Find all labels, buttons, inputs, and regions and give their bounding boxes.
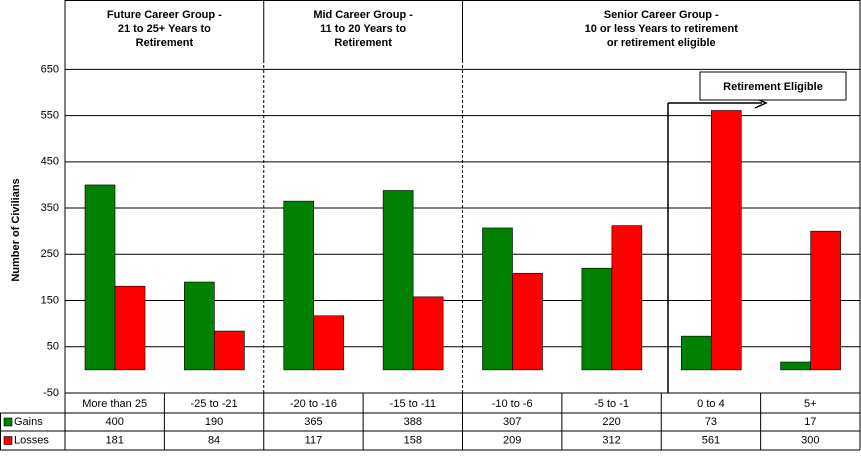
bar [482, 227, 513, 371]
x-tick-label: -25 to -21 [191, 398, 238, 410]
group-label: 10 or less Years to retirement [585, 23, 739, 35]
y-tick-label: 350 [41, 202, 59, 214]
bar [581, 267, 613, 371]
legend-key [3, 417, 13, 427]
table-value: 365 [304, 416, 322, 428]
table-value: 307 [503, 416, 521, 428]
y-tick-label: 50 [47, 341, 59, 353]
y-tick-label: 650 [41, 63, 59, 75]
bar [512, 272, 543, 371]
bar [214, 330, 245, 371]
table-value: 73 [705, 416, 717, 428]
bar [283, 200, 315, 371]
y-tick-label: -50 [43, 387, 59, 399]
table-value: 220 [602, 416, 620, 428]
bar [84, 184, 116, 371]
y-tick-label: 150 [41, 294, 59, 306]
x-tick-label: More than 25 [82, 398, 147, 410]
table-value: 190 [205, 416, 223, 428]
bar [780, 361, 811, 371]
bar [710, 110, 742, 371]
legend-label: Gains [14, 416, 43, 428]
x-tick-label: -5 to -1 [594, 398, 629, 410]
bar [313, 315, 345, 371]
table-value: 388 [404, 416, 422, 428]
y-tick-label: 250 [41, 248, 59, 260]
table-value: 181 [106, 434, 124, 446]
legend-key [3, 436, 13, 445]
x-tick-label: 0 to 4 [697, 398, 725, 410]
table-value: 300 [801, 434, 819, 446]
bar [412, 296, 444, 371]
legend-label: Losses [14, 434, 49, 446]
table-value: 561 [702, 434, 720, 446]
group-label: Senior Career Group - [604, 9, 719, 21]
table-value: 117 [305, 434, 323, 446]
group-label: or retirement eligible [607, 37, 716, 49]
bar [114, 285, 146, 371]
group-label: Retirement [136, 37, 194, 49]
x-tick-label: -15 to -11 [390, 398, 436, 410]
bar [680, 335, 712, 371]
table-value: 158 [404, 434, 422, 446]
y-axis-label: Number of Civilians [10, 178, 22, 281]
y-tick-label: 550 [41, 109, 59, 121]
table-value: 17 [804, 416, 816, 428]
annotation: Retirement Eligible [723, 81, 823, 93]
table-value: 84 [208, 434, 220, 446]
y-tick-label: 450 [41, 156, 59, 168]
group-label: Mid Career Group - [313, 9, 413, 21]
bar [184, 281, 215, 371]
group-label: 11 to 20 Years to [320, 23, 406, 35]
table-value: 312 [602, 434, 620, 446]
bar [382, 190, 414, 371]
bar [810, 230, 841, 371]
x-tick-label: 5+ [804, 398, 817, 410]
x-tick-label: -20 to -16 [290, 398, 337, 410]
x-tick-label: -10 to -6 [492, 398, 533, 410]
bar [611, 225, 643, 371]
group-label: Retirement [334, 37, 392, 49]
group-label: 21 to 25+ Years to [118, 23, 211, 35]
annotation-box [699, 71, 847, 101]
table-value: 400 [106, 416, 124, 428]
group-label: Future Career Group - [107, 9, 222, 21]
table-value: 209 [503, 434, 521, 446]
